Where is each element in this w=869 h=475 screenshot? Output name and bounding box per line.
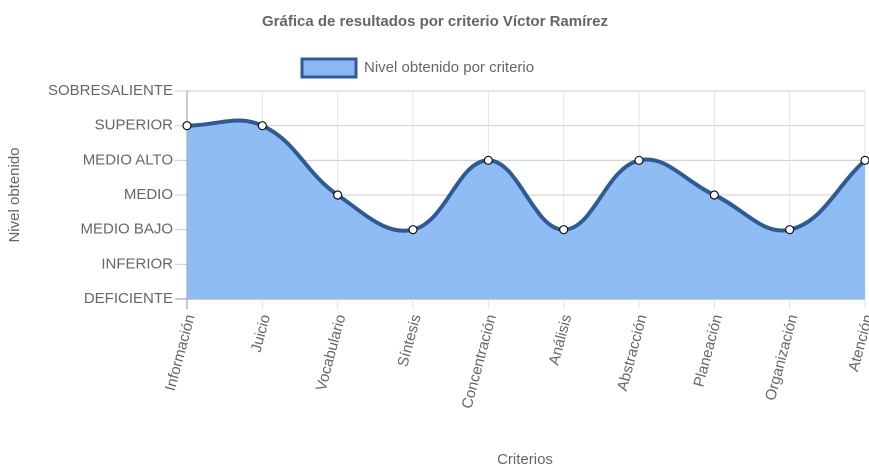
x-tick-label: Análisis [546, 313, 576, 367]
x-tick-label: Vocabulario [313, 313, 350, 393]
line [186, 118, 867, 233]
x-tick-label: Síntesis [394, 313, 424, 369]
point [709, 190, 719, 200]
y-tick-label: SOBRESALIENTE [48, 82, 173, 99]
x-tick-label: Información [162, 313, 199, 393]
point [785, 225, 795, 235]
point [182, 121, 192, 131]
legend-label: Nivel obtenido por criterio [364, 59, 534, 76]
area [187, 120, 865, 299]
point [333, 190, 343, 200]
y-tick-label: MEDIO [124, 186, 173, 203]
point [860, 155, 869, 165]
x-axis-title: Criterios [497, 451, 553, 468]
x-tick-label: Organización [762, 313, 801, 403]
x-tick-label: Concentración [459, 313, 500, 411]
x-tick-label: Juicio [248, 313, 274, 354]
y-tick-label: INFERIOR [101, 255, 173, 272]
y-tick-label: MEDIO ALTO [83, 151, 173, 168]
x-tick-label: Planeación [690, 313, 726, 389]
point [257, 121, 267, 131]
point [559, 225, 569, 235]
point [634, 155, 644, 165]
y-axis-title: Nivel obtenido [6, 147, 23, 242]
y-tick-label: MEDIO BAJO [80, 221, 173, 238]
legend-swatch [300, 57, 358, 79]
x-tick-label: Atención [845, 313, 869, 374]
y-tick-label: DEFICIENTE [84, 290, 173, 307]
y-tick-label: SUPERIOR [95, 117, 174, 134]
point [483, 155, 493, 165]
point [408, 225, 418, 235]
x-tick-label: Abstracción [614, 313, 651, 393]
chart-title: Gráfica de resultados por criterio Vícto… [262, 13, 608, 30]
